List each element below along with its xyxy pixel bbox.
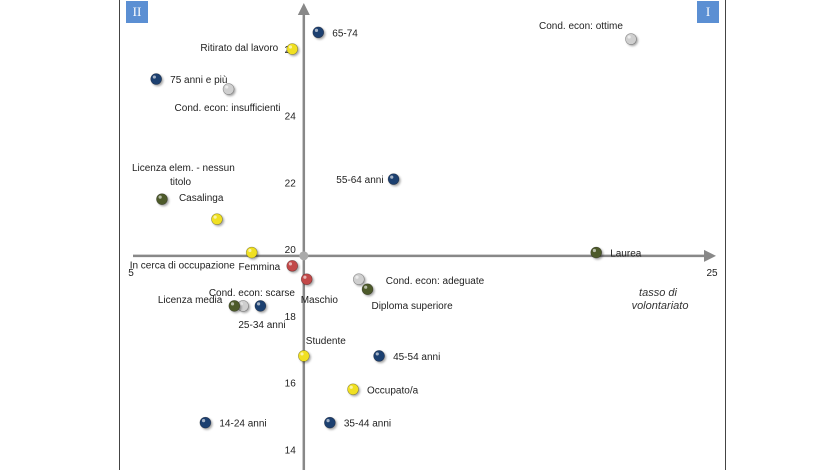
quadrant-ii-label: II (126, 1, 148, 23)
point-highlight (201, 419, 206, 423)
point-licenza-media (228, 300, 241, 312)
point-label: Cond. econ: adeguate (386, 276, 485, 287)
y-tick-label: 14 (285, 445, 297, 456)
point-in-cerca-di-occupazione (245, 246, 258, 259)
point-55-64-anni (387, 173, 400, 185)
x-axis-title: tasso di (639, 287, 677, 299)
y-tick-label: 24 (285, 112, 297, 123)
y-tick-label: 22 (285, 178, 297, 189)
point-highlight (326, 419, 330, 423)
point-label: Licenza media (158, 295, 223, 306)
point-studente (298, 350, 310, 362)
y-tick-label: 16 (285, 379, 297, 390)
point-maschio (300, 273, 313, 286)
point-45-54-anni (373, 350, 385, 362)
point-highlight (256, 302, 261, 306)
origin-marker (299, 251, 309, 261)
point-label: Studente (306, 336, 346, 347)
point-highlight (627, 35, 631, 39)
point-label: Maschio (301, 295, 339, 306)
x-axis-arrow (704, 249, 716, 262)
point-label: 35-44 anni (344, 419, 391, 430)
point-highlight (592, 248, 597, 253)
point-highlight (355, 275, 359, 279)
point-label: Cond. econ: ottime (539, 21, 623, 32)
point-highlight (288, 45, 293, 49)
point-label: Cond. econ: insufficienti (175, 103, 281, 114)
point-label: Occupato/a (367, 385, 419, 396)
x-tick-label: 5 (128, 268, 134, 279)
point-highlight (230, 302, 235, 306)
point-highlight (158, 195, 162, 199)
point-label: 45-54 anni (393, 352, 440, 363)
point-ritirato-dal-lavoro (286, 43, 299, 55)
point-label: Cond. econ: scarse (209, 288, 296, 299)
point-highlight (349, 385, 353, 389)
point-75-anni-e-pi (150, 73, 162, 85)
point-highlight (314, 28, 319, 32)
point-highlight (364, 285, 368, 289)
point-label: In cerca di occupazione (130, 261, 236, 272)
point-highlight (303, 275, 307, 279)
point-label: 75 anni e più (170, 75, 227, 86)
point-label: Licenza elem. - nessun titolo (132, 163, 235, 188)
point-highlight (300, 352, 304, 356)
point-femmina (286, 260, 299, 272)
x-tick-label: 25 (706, 268, 718, 279)
point-highlight (248, 248, 252, 253)
frame-left-border (119, 0, 120, 470)
y-axis-arrow (297, 3, 310, 15)
point-cond-econ-ottime (625, 33, 637, 45)
y-tick-label: 20 (285, 245, 297, 256)
point-cond-econ-adeguate (353, 273, 365, 286)
point-licenza-elem-nessun-titolo (156, 193, 168, 205)
point-label: Ritirato dal lavoro (200, 43, 278, 54)
point-diploma-superiore (361, 283, 374, 296)
x-axis-title-cont: volontariato (632, 300, 689, 312)
frame-right-border (725, 0, 726, 470)
point-casalinga (211, 213, 223, 225)
point-highlight (225, 85, 229, 89)
point-35-44-anni (324, 416, 336, 429)
point-65-74 (312, 26, 325, 39)
point-25-34-anni (254, 300, 267, 312)
point-highlight (375, 352, 379, 356)
point-highlight (288, 262, 293, 266)
point-14-24-anni (199, 416, 212, 429)
point-label: Diploma superiore (371, 301, 453, 312)
point-highlight (213, 215, 217, 219)
point-highlight (239, 302, 243, 306)
point-highlight (390, 175, 394, 179)
point-laurea (590, 246, 603, 259)
y-tick-label: 18 (285, 312, 297, 323)
point-highlight (152, 75, 156, 79)
point-label: 55-64 anni (336, 175, 383, 186)
point-cond-econ-insufficienti (222, 83, 235, 95)
point-label: Laurea (610, 249, 642, 260)
point-label: 25-34 anni (238, 320, 285, 331)
point-label: Femmina (239, 262, 281, 273)
quadrant-i-label: I (697, 1, 719, 23)
point-label: 14-24 anni (219, 419, 266, 430)
point-label: 65-74 (332, 28, 358, 39)
point-occupato-a (347, 383, 359, 396)
point-label: Casalinga (179, 193, 224, 204)
